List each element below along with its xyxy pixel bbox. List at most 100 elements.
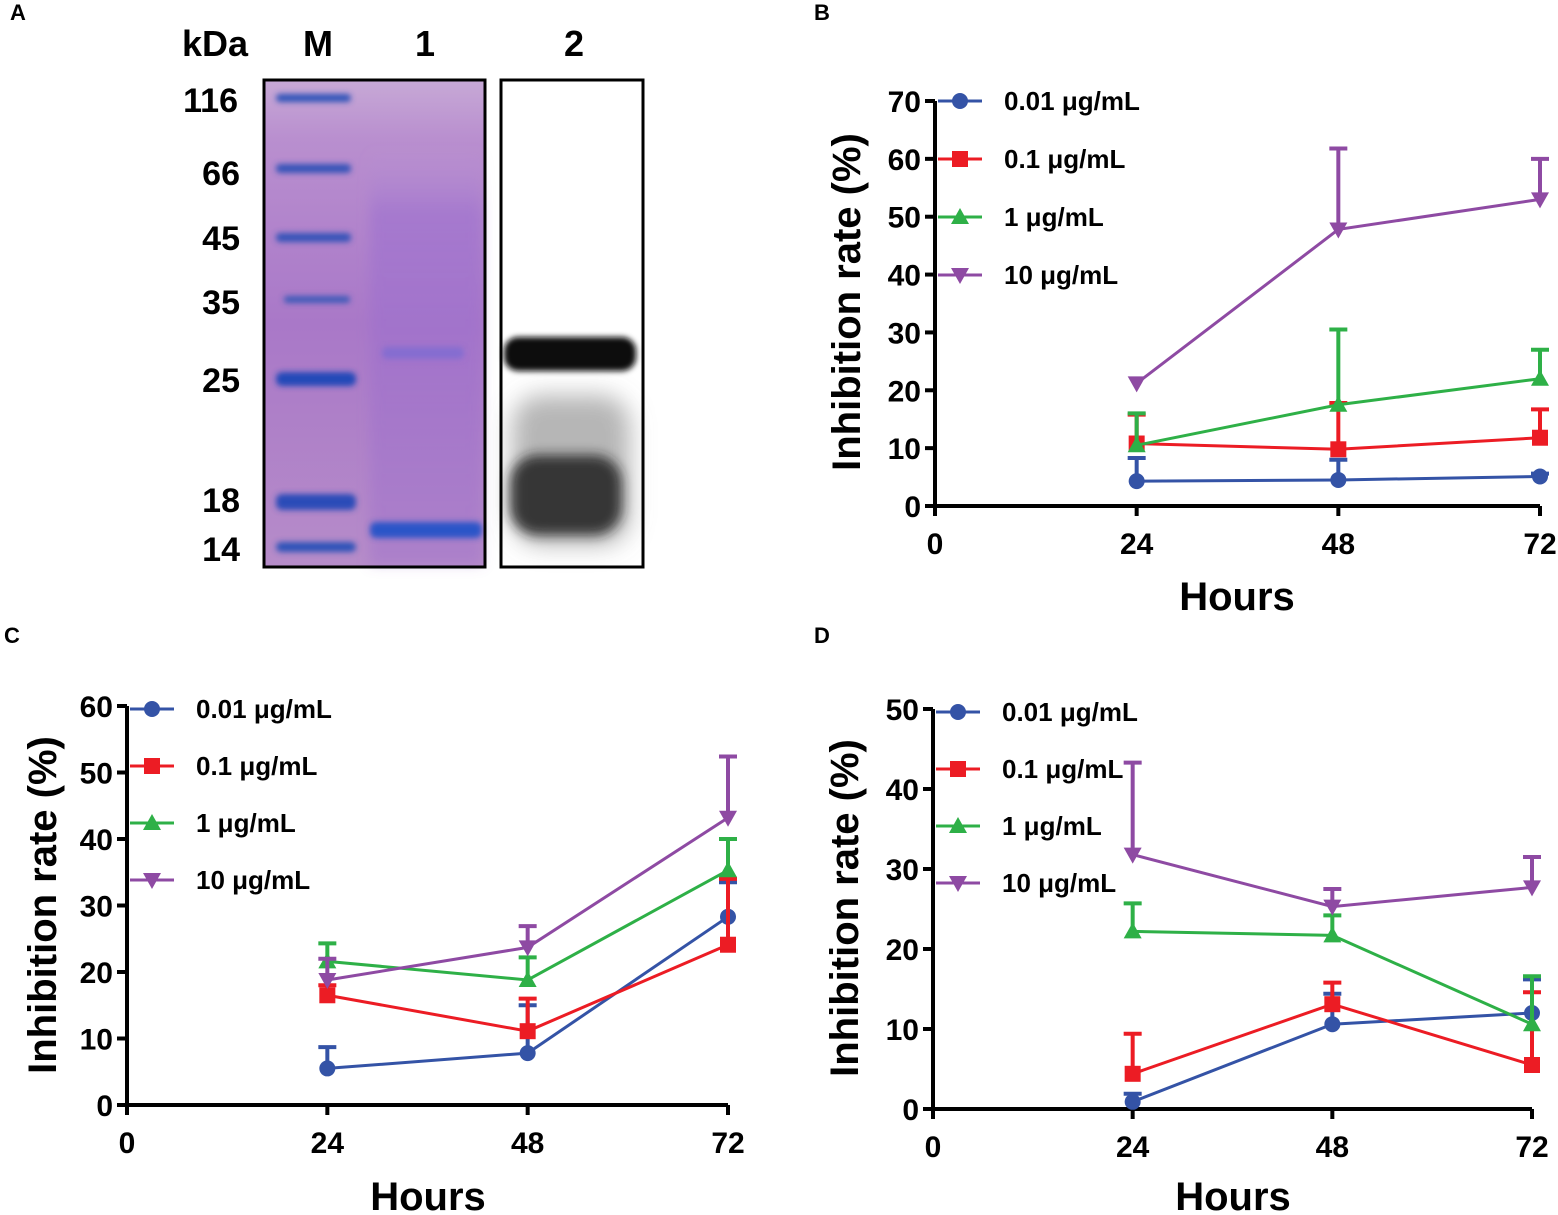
- chart-b-data-point: [1532, 429, 1548, 446]
- marker-band-35: [284, 296, 350, 303]
- gel-lane-label-1: 1: [415, 23, 435, 64]
- chart-c-legend-label: 10 μg/mL: [196, 865, 310, 895]
- chart-d-ytick-label: 30: [886, 854, 919, 887]
- chart-b-legend-label: 1 μg/mL: [1004, 202, 1104, 232]
- chart-d-xtick-label: 0: [925, 1131, 942, 1164]
- chart-c-series-3: [318, 754, 737, 989]
- chart-b-legend-item: 1 μg/mL: [938, 202, 1104, 232]
- chart-c-legend-item: 0.1 μg/mL: [130, 751, 317, 781]
- chart-d-legend-label: 0.01 μg/mL: [1002, 697, 1138, 727]
- chart-b-data-point: [1330, 471, 1347, 488]
- chart-d-data-point: [1323, 899, 1342, 916]
- chart-b-data-point: [1128, 473, 1145, 490]
- chart-d-legend-item: 10 μg/mL: [936, 868, 1116, 898]
- chart-d-ylabel: Inhibition rate (%): [823, 739, 867, 1077]
- chart-d-legend-item: 0.1 μg/mL: [936, 754, 1123, 784]
- chart-b-series-0: [1127, 455, 1549, 490]
- chart-b-xtick-label: 48: [1322, 528, 1355, 561]
- gel-lane-label-2: 2: [564, 23, 584, 64]
- chart-b-ytick-label: 0: [904, 491, 921, 524]
- chart-c-data-point: [319, 1060, 336, 1077]
- chart-d-data-point: [1324, 996, 1341, 1013]
- chart-c-ytick-label: 50: [80, 758, 113, 791]
- panel-label-b: B: [814, 0, 830, 25]
- marker-band-66: [276, 164, 351, 173]
- chart-d-data-point: [1323, 926, 1342, 943]
- chart-c-ylabel: Inhibition rate (%): [21, 736, 65, 1074]
- chart-c-ytick-label: 10: [80, 1024, 113, 1057]
- chart-c-xtick-label: 72: [711, 1127, 744, 1160]
- chart-c-data-point: [519, 1023, 536, 1040]
- chart-b-ytick-label: 20: [888, 375, 921, 408]
- chart-b-legend-item: 0.01 μg/mL: [938, 86, 1140, 116]
- chart-c-data-point: [519, 1045, 536, 1062]
- chart-c-data-point: [518, 970, 537, 987]
- panel-label-a: A: [10, 0, 26, 25]
- chart-b-xtick-label: 0: [927, 528, 944, 561]
- marker-band-18: [276, 494, 356, 510]
- chart-b-legend-item: 10 μg/mL: [938, 260, 1118, 290]
- chart-b-legend-label: 0.01 μg/mL: [1004, 86, 1140, 116]
- chart-c-data-point: [720, 936, 736, 953]
- chart-b-ytick-label: 10: [888, 433, 921, 466]
- chart-b-ytick-label: 40: [888, 260, 921, 293]
- chart-d-data-point: [1124, 1093, 1141, 1110]
- chart-d-legend-marker: [950, 761, 966, 777]
- chart-d-xlabel: Hours: [1175, 1175, 1291, 1215]
- chart-b-xlabel: Hours: [1179, 575, 1295, 619]
- chart-b-xtick-label: 72: [1523, 528, 1556, 561]
- chart-c-data-point: [518, 940, 537, 957]
- chart-c-xtick-label: 24: [311, 1127, 345, 1160]
- chart-c-data-point: [318, 972, 337, 989]
- chart-d-legend-marker: [949, 817, 967, 833]
- chart-d-data-point: [1123, 847, 1142, 864]
- lane1-band-25: [382, 347, 464, 359]
- chart-d-data-point: [1523, 1015, 1541, 1032]
- marker-label-25: 25: [202, 362, 240, 400]
- chart-c-series-1: [318, 876, 737, 1040]
- chart-c-legend-marker: [144, 701, 160, 717]
- marker-band-25: [276, 372, 356, 386]
- chart-c-data-point: [719, 810, 737, 827]
- chart-d-xtick-label: 24: [1116, 1131, 1150, 1164]
- chart-b-legend-label: 0.1 μg/mL: [1004, 144, 1125, 174]
- chart-c-legend-label: 0.1 μg/mL: [196, 751, 317, 781]
- chart-b-data-point: [1531, 192, 1549, 209]
- chart-c-xtick-label: 0: [119, 1127, 136, 1160]
- chart-c-data-point: [319, 987, 336, 1004]
- chart-c-legend-item: 1 μg/mL: [130, 808, 296, 838]
- chart-d-legend-label: 10 μg/mL: [1002, 868, 1116, 898]
- gel-lane-label-m: M: [303, 23, 333, 64]
- panel-label-c: C: [4, 623, 20, 648]
- chart-c-legend-marker: [144, 758, 160, 774]
- chart-c-ytick-label: 20: [80, 957, 113, 990]
- chart-d-legend-item: 1 μg/mL: [936, 811, 1102, 841]
- chart-b-ytick-label: 50: [888, 202, 921, 235]
- chart-b-series-2: [1127, 327, 1549, 453]
- chart-b-legend-item: 0.1 μg/mL: [938, 144, 1125, 174]
- chart-b-legend-label: 10 μg/mL: [1004, 260, 1118, 290]
- chart-d-legend-label: 0.1 μg/mL: [1002, 754, 1123, 784]
- chart-b-data-point: [1127, 376, 1146, 393]
- chart-c-data-point: [719, 861, 737, 878]
- chart-d-ytick-label: 20: [886, 934, 919, 967]
- chart-d-ytick-label: 10: [886, 1014, 919, 1047]
- chart-b-xtick-label: 24: [1120, 528, 1154, 561]
- chart-d-data-point: [1324, 1016, 1341, 1033]
- marker-label-35: 35: [202, 284, 240, 322]
- marker-label-116: 116: [183, 82, 238, 120]
- chart-c-ytick-label: 60: [80, 691, 113, 724]
- chart-b-data-point: [1329, 395, 1348, 412]
- marker-label-18: 18: [202, 482, 240, 520]
- chart-b-ytick-label: 60: [888, 144, 921, 177]
- chart-b-legend-marker: [951, 268, 969, 284]
- chart-b-data-point: [1330, 441, 1347, 458]
- marker-band-14: [276, 542, 356, 552]
- chart-c-xlabel: Hours: [370, 1175, 486, 1215]
- chart-b-ytick-label: 70: [888, 86, 921, 119]
- chart-d-data-point: [1523, 880, 1541, 897]
- chart-d-legend-marker: [949, 876, 967, 892]
- chart-b-legend-marker: [952, 93, 968, 109]
- chart-d-xtick-label: 48: [1316, 1131, 1349, 1164]
